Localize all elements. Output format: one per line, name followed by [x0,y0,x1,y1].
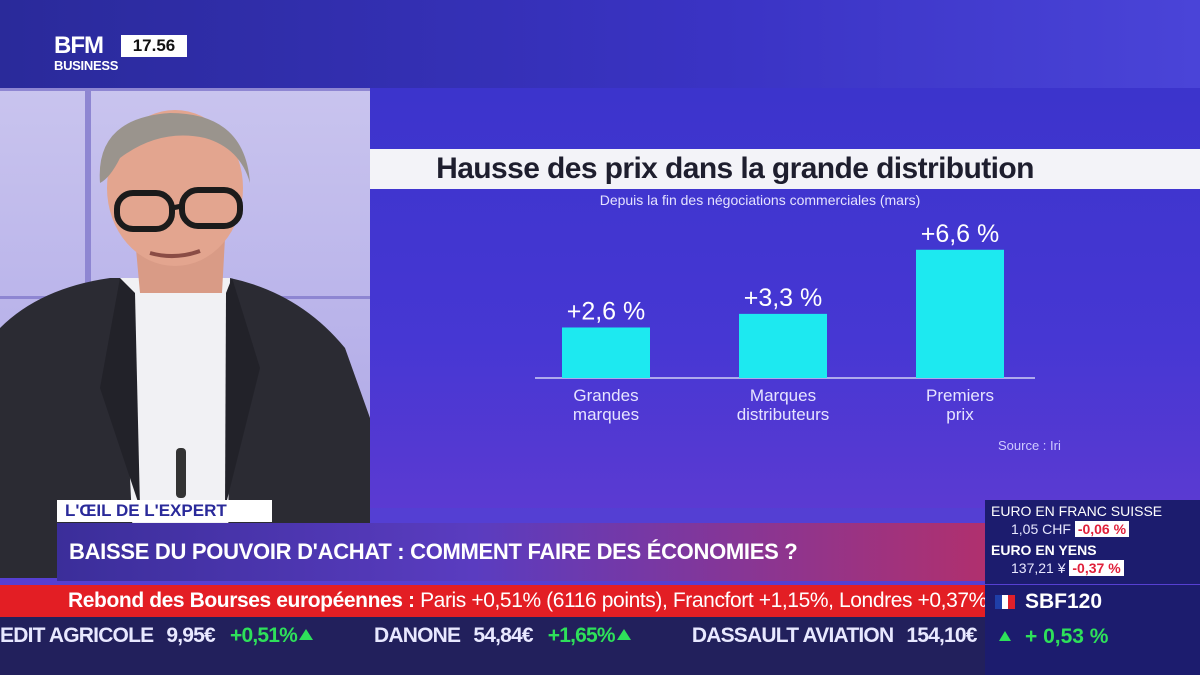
news-ticker-body: Paris +0,51% (6116 points), Francfort +1… [420,589,993,612]
stock-change: +1,65% [547,624,616,647]
fx-box: EURO EN FRANC SUISSE 1,05 CHF -0,06 % EU… [985,500,1200,584]
index-name: SBF120 [1025,590,1103,613]
france-flag-icon [995,595,1016,609]
index-change: + 0,53 % [1025,625,1109,648]
index-box: SBF120 + 0,53 % [985,585,1200,675]
flag-stripe [1008,595,1016,609]
stock-change: +0,51% [229,624,298,647]
top-band [0,0,1200,88]
bar-value-label: +2,6 % [567,297,646,325]
bar-value-label: +6,6 % [921,220,1000,248]
category-label: marques [573,405,639,424]
flag-stripe [995,595,1002,609]
bar-value-label: +3,3 % [744,284,823,312]
chart-title-bar: Hausse des prix dans la grande distribut… [370,149,1200,189]
category-label: Premiers [926,386,994,405]
stock-price: 9,95€ [166,624,215,647]
stock-name: DANONE [374,624,461,647]
up-arrow-icon [999,631,1011,641]
fx-change: -0,37 % [1069,560,1124,576]
stock-ticker-text: EDIT AGRICOLE 9,95€ +0,51% DANONE 54,84€… [0,625,977,647]
news-ticker: Rebond des Bourses européennes : Paris +… [0,585,993,617]
chart-title: Hausse des prix dans la grande distribut… [436,152,1034,185]
chart-source: Source : Iri [998,438,1061,453]
stock-ticker: EDIT AGRICOLE 9,95€ +0,51% DANONE 54,84€… [0,617,985,675]
bar [562,327,650,378]
chart-subtitle: Depuis la fin des négociations commercia… [599,192,921,208]
up-arrow-icon [616,629,631,640]
category-label: prix [946,405,974,424]
fx-name: EURO EN FRANC SUISSE [991,503,1163,519]
segment-tag: L'ŒIL DE L'EXPERT [57,500,272,522]
fx-value: 1,05 CHF [1011,521,1071,537]
fx-quote: 137,21 ¥ -0,37 % [1011,560,1124,576]
clock: 17.56 [121,35,187,57]
category-label: distributeurs [737,405,830,424]
flag-stripe [1001,595,1009,609]
channel-logo: BFM BUSINESS [54,32,119,73]
stock-price: 154,10€ [906,624,977,647]
stock-name: DASSAULT AVIATION [691,624,894,647]
category-label: Grandes [573,386,638,405]
headline: BAISSE DU POUVOIR D'ACHAT : COMMENT FAIR… [69,539,798,564]
logo-line1: BFM [54,32,104,59]
category-label: Marques [750,386,816,405]
fx-value: 137,21 ¥ [1011,560,1066,576]
news-ticker-text: Rebond des Bourses européennes : Paris +… [68,585,993,617]
logo-line2: BUSINESS [54,58,119,73]
news-ticker-bold: Rebond des Bourses européennes : [68,589,415,612]
stock-name: EDIT AGRICOLE [0,624,154,647]
stock-price: 54,84€ [473,624,533,647]
bar [916,249,1004,378]
bar [739,313,827,378]
up-arrow-icon [299,629,313,640]
fx-change: -0,06 % [1074,521,1130,537]
fx-name: EURO EN YENS [991,542,1097,558]
headline-bar: BAISSE DU POUVOIR D'ACHAT : COMMENT FAIR… [57,523,985,581]
fx-quote: 1,05 CHF -0,06 % [1011,521,1130,537]
